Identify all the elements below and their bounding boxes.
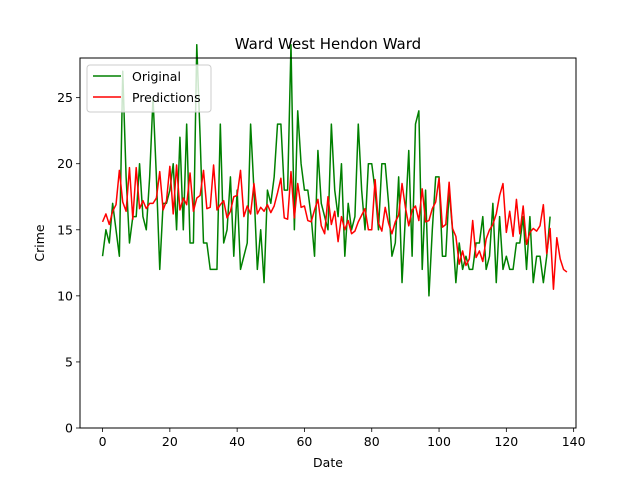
series-line-predictions xyxy=(101,164,568,290)
legend: Original Predictions xyxy=(86,64,212,113)
series-layer xyxy=(101,44,568,297)
x-tick-label: 60 xyxy=(296,434,312,449)
y-tick-label: 25 xyxy=(57,90,73,105)
plot-frame xyxy=(79,57,577,429)
legend-label-original: Original xyxy=(132,69,181,84)
y-tick-label: 0 xyxy=(65,421,73,436)
y-axis-label: Crime xyxy=(32,224,47,262)
x-tick-label: 40 xyxy=(229,434,245,449)
x-tick-label: 80 xyxy=(364,434,380,449)
y-tick-label: 5 xyxy=(65,354,73,369)
x-tick-label: 140 xyxy=(562,434,586,449)
chart-title: Ward West Hendon Ward xyxy=(235,35,421,53)
x-tick-label: 100 xyxy=(427,434,451,449)
x-tick-label: 20 xyxy=(162,434,178,449)
ticks-layer: 0 20 40 60 80 100 120 140 0 5 10 15 20 25 xyxy=(57,90,586,449)
x-tick-label: 120 xyxy=(494,434,518,449)
legend-label-predictions: Predictions xyxy=(132,90,201,105)
y-tick-label: 20 xyxy=(57,156,73,171)
y-tick-label: 15 xyxy=(57,222,73,237)
x-axis-label: Date xyxy=(313,455,343,470)
x-tick-label: 0 xyxy=(99,434,107,449)
y-tick-label: 10 xyxy=(57,288,73,303)
